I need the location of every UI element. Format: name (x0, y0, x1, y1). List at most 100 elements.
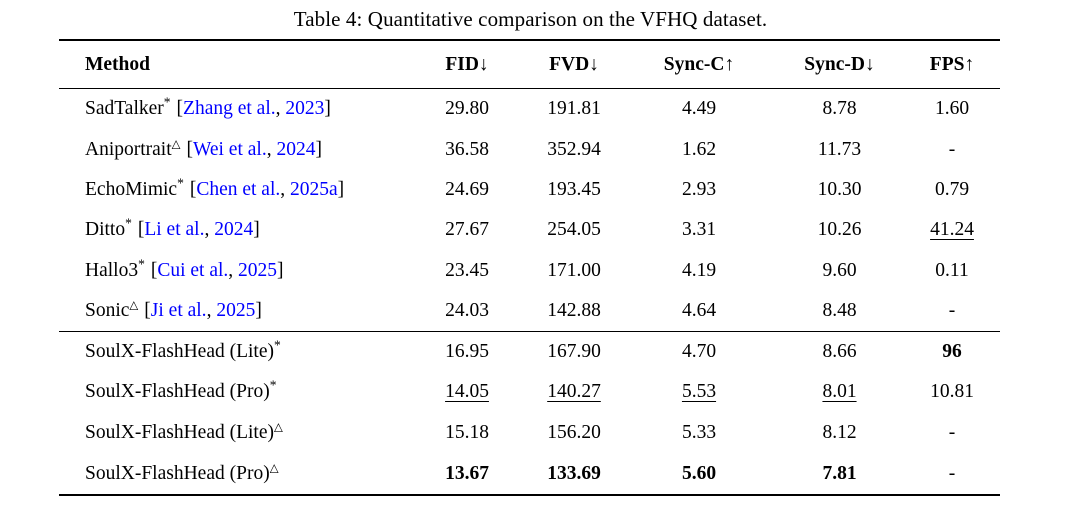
citation-bracket-open: [ (137, 219, 145, 241)
fid-value: 16.95 (445, 341, 489, 363)
table-row-aniportrait: Aniportrait△ [Wei et al., 2024] 36.58 352… (59, 129, 1000, 169)
sync-d-value: 10.26 (817, 219, 862, 241)
col-header-sync-d: Sync-D↓ (804, 53, 875, 75)
method-name: Sonic (85, 300, 130, 322)
citation-year-link[interactable]: 2025 (238, 259, 278, 281)
table-row-soulx-lite-star: SoulX-FlashHead (Lite)* 16.95 167.90 4.7… (59, 331, 1000, 372)
sync-d-value: 8.78 (822, 98, 857, 120)
sync-c-value: 5.53 (681, 381, 717, 403)
citation: [Ji et al., 2025] (144, 300, 262, 321)
method-name: SoulX-FlashHead (Pro) (85, 462, 270, 484)
sync-c-value: 1.62 (681, 138, 717, 160)
sync-d-value: 9.60 (822, 259, 857, 281)
sync-d-value: 8.48 (822, 300, 857, 322)
method-cell: Sonic△ [Ji et al., 2025] (59, 300, 409, 322)
fvd-value: 254.05 (547, 219, 601, 241)
method-name: Hallo3 (85, 259, 139, 281)
fid-value: 36.58 (445, 138, 489, 160)
citation-author-link[interactable]: Chen et al. (196, 178, 281, 200)
method-name: SoulX-FlashHead (Pro) (85, 381, 270, 403)
fvd-value: 140.27 (547, 381, 601, 403)
method-cell: SoulX-FlashHead (Pro)* (59, 377, 409, 403)
method-name: Ditto (85, 219, 126, 241)
fvd-value: 193.45 (547, 178, 601, 200)
citation: [Wei et al., 2024] (187, 139, 322, 160)
fps-value: - (948, 138, 956, 160)
fid-value: 29.80 (445, 98, 489, 120)
sync-d-value: 7.81 (822, 462, 857, 484)
table-row-soulx-pro-triangle: SoulX-FlashHead (Pro)△ 13.67 133.69 5.60… (59, 454, 1000, 495)
citation-bracket-close: ] (315, 138, 322, 160)
fid-value: 13.67 (445, 462, 489, 484)
method-cell: EchoMimic* [Chen et al., 2025a] (59, 176, 409, 201)
fps-value: 41.24 (930, 219, 974, 241)
method-cell: SoulX-FlashHead (Lite)△ (59, 422, 409, 444)
citation-year-link[interactable]: 2024 (214, 219, 254, 241)
method-marker: * (125, 215, 132, 231)
citation: [Zhang et al., 2023] (177, 98, 331, 119)
citation-year-link[interactable]: 2025a (290, 178, 338, 200)
fvd-value: 142.88 (547, 300, 601, 322)
sync-d-value: 8.01 (822, 381, 857, 403)
fps-value: 0.79 (934, 178, 970, 200)
method-marker: * (138, 256, 145, 272)
citation-author-link[interactable]: Ji et al. (150, 300, 207, 322)
sync-d-value: 10.30 (817, 178, 862, 200)
citation-bracket-open: [ (176, 98, 184, 120)
citation-comma: , (280, 178, 291, 200)
method-cell: SadTalker* [Zhang et al., 2023] (59, 94, 409, 120)
citation-year-link[interactable]: 2024 (276, 138, 316, 160)
fid-value: 27.67 (445, 219, 489, 241)
method-cell: Hallo3* [Cui et al., 2025] (59, 257, 409, 282)
fid-value: 15.18 (445, 422, 489, 444)
citation-bracket-open: [ (144, 300, 151, 322)
col-header-fid: FID↓ (445, 53, 489, 75)
table-row-sonic: Sonic△ [Ji et al., 2025] 24.03 142.88 4.6… (59, 291, 1000, 331)
method-name: Aniportrait (85, 138, 172, 160)
citation-bracket-close: ] (255, 300, 262, 322)
method-marker: △ (274, 421, 283, 434)
fvd-value: 352.94 (547, 138, 601, 160)
method-cell: Ditto* [Li et al., 2024] (59, 215, 409, 241)
citation-bracket-close: ] (337, 178, 345, 200)
citation-year-link[interactable]: 2023 (285, 98, 325, 120)
citation-author-link[interactable]: Cui et al. (157, 259, 229, 281)
sync-d-value: 8.12 (822, 422, 857, 444)
sync-c-value: 5.60 (681, 462, 717, 484)
method-cell: Aniportrait△ [Wei et al., 2024] (59, 138, 409, 161)
sync-c-value: 4.19 (681, 259, 717, 281)
fps-value: - (948, 422, 956, 444)
method-marker: * (163, 94, 171, 110)
results-table: Method FID↓ FVD↓ Sync-C↑ Sync-D↓ FPS↑ Sa… (59, 39, 1000, 497)
citation: [Li et al., 2024] (138, 219, 260, 240)
sync-c-value: 3.31 (681, 219, 717, 241)
citation-author-link[interactable]: Li et al. (144, 219, 205, 241)
citation-author-link[interactable]: Zhang et al. (183, 98, 276, 120)
citation-year-link[interactable]: 2025 (216, 300, 256, 322)
fvd-value: 191.81 (547, 98, 601, 120)
table-row-ditto: Ditto* [Li et al., 2024] 27.67 254.05 3.3… (59, 210, 1000, 250)
fps-value: 0.11 (935, 259, 969, 281)
sync-c-value: 2.93 (681, 178, 717, 200)
table-row-soulx-pro-star: SoulX-FlashHead (Pro)* 14.05 140.27 5.53… (59, 372, 1000, 413)
sync-c-value: 5.33 (681, 422, 717, 444)
method-name: SoulX-FlashHead (Lite) (85, 341, 275, 363)
method-name: SadTalker (85, 98, 164, 120)
method-cell: SoulX-FlashHead (Pro)△ (59, 463, 409, 485)
citation-comma: , (206, 300, 217, 322)
citation-bracket-open: [ (189, 178, 197, 200)
method-marker: * (177, 175, 184, 191)
citation: [Cui et al., 2025] (151, 260, 284, 281)
fvd-value: 156.20 (547, 422, 601, 444)
method-name: SoulX-FlashHead (Lite) (85, 422, 275, 444)
method-name: EchoMimic (85, 178, 178, 200)
col-header-fps: FPS↑ (929, 53, 975, 75)
method-marker: * (269, 377, 277, 393)
table-row-sadtalker: SadTalker* [Zhang et al., 2023] 29.80 191… (59, 89, 1000, 129)
table-row-soulx-lite-triangle: SoulX-FlashHead (Lite)△ 15.18 156.20 5.3… (59, 413, 1000, 454)
citation-author-link[interactable]: Wei et al. (193, 138, 267, 160)
citation-bracket-open: [ (186, 138, 194, 160)
fps-value: - (948, 300, 956, 322)
citation: [Chen et al., 2025a] (190, 179, 344, 200)
